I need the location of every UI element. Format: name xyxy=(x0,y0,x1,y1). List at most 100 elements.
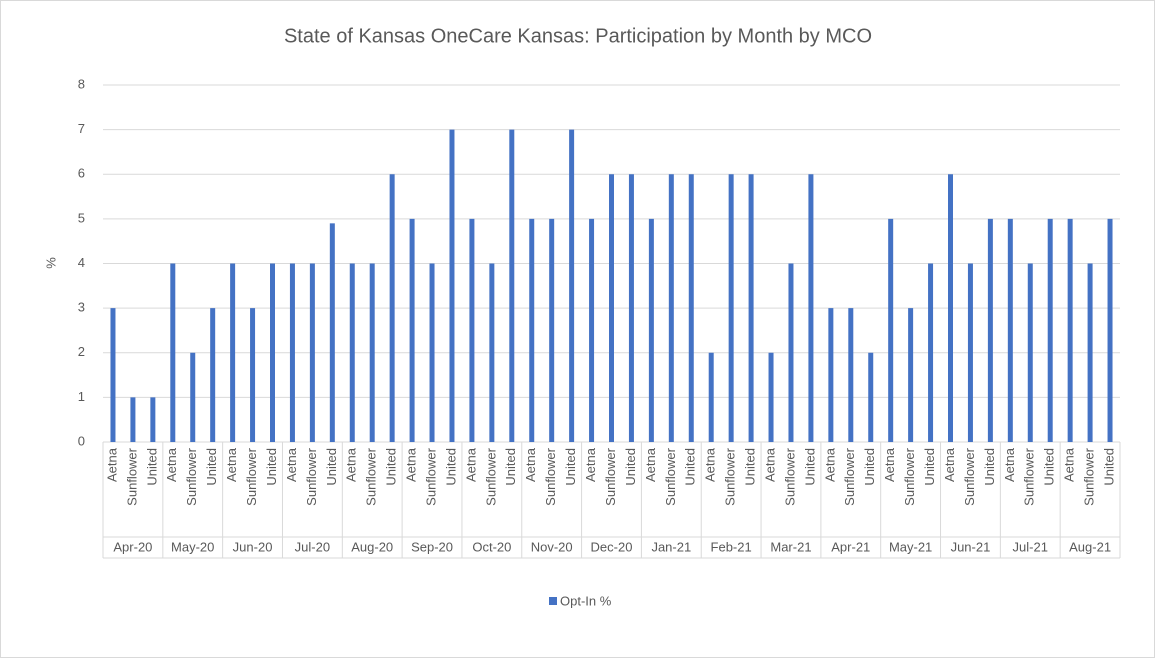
y-tick-label: 2 xyxy=(78,344,85,359)
x-tick-label: United xyxy=(324,448,339,486)
x-tick-label: Aetna xyxy=(703,447,718,482)
bar xyxy=(409,218,415,442)
bar xyxy=(808,174,814,442)
x-tick-label: Sunflower xyxy=(1082,447,1097,505)
bar xyxy=(1107,218,1113,442)
chart-title: State of Kansas OneCare Kansas: Particip… xyxy=(284,25,872,47)
month-label: Nov-20 xyxy=(531,539,573,554)
x-tick-label: United xyxy=(623,448,638,486)
x-tick-label: Sunflower xyxy=(663,447,678,505)
y-tick-label: 0 xyxy=(78,433,85,448)
x-tick-label: Aetna xyxy=(164,447,179,482)
bar xyxy=(110,308,116,442)
bar xyxy=(489,263,495,442)
bar xyxy=(1087,263,1093,442)
x-tick-label: Sunflower xyxy=(782,447,797,505)
month-label: Jun-21 xyxy=(951,539,991,554)
month-label: Jun-20 xyxy=(233,539,273,554)
month-label: Apr-21 xyxy=(831,539,870,554)
legend-label: Opt-In % xyxy=(560,593,612,608)
bar xyxy=(1027,263,1033,442)
bar xyxy=(828,308,834,442)
x-tick-label: Aetna xyxy=(104,447,119,482)
x-tick-label: United xyxy=(264,448,279,486)
x-tick-label: Sunflower xyxy=(124,447,139,505)
y-tick-label: 4 xyxy=(78,255,85,270)
x-tick-label: Aetna xyxy=(822,447,837,482)
bar xyxy=(369,263,375,442)
x-tick-label: Sunflower xyxy=(902,447,917,505)
x-tick-label: Sunflower xyxy=(842,447,857,505)
x-tick-label: United xyxy=(503,448,518,486)
bar xyxy=(688,174,694,442)
x-tick-label: Sunflower xyxy=(1022,447,1037,505)
bar xyxy=(708,352,714,442)
bar xyxy=(1007,218,1013,442)
bar xyxy=(908,308,914,442)
bar xyxy=(389,174,395,442)
bar xyxy=(868,352,874,442)
x-tick-label: Sunflower xyxy=(543,447,558,505)
y-tick-label: 8 xyxy=(78,76,85,91)
bar xyxy=(230,263,236,442)
bar xyxy=(728,174,734,442)
bar xyxy=(648,218,654,442)
x-tick-label: Aetna xyxy=(404,447,419,482)
x-tick-label: Sunflower xyxy=(423,447,438,505)
x-tick-label: Sunflower xyxy=(723,447,738,505)
bar xyxy=(888,218,894,442)
bar xyxy=(309,263,315,442)
bar xyxy=(210,308,216,442)
month-label: Jul-20 xyxy=(295,539,330,554)
bar xyxy=(609,174,614,442)
bar xyxy=(429,263,435,442)
bar xyxy=(948,174,953,442)
x-tick-label: United xyxy=(683,448,698,486)
bar xyxy=(668,174,674,442)
bar xyxy=(270,263,275,442)
month-label: Apr-20 xyxy=(113,539,152,554)
x-tick-label: Aetna xyxy=(643,447,658,482)
month-label: Dec-20 xyxy=(591,539,633,554)
x-tick-label: United xyxy=(443,448,458,486)
month-label: Oct-20 xyxy=(472,539,511,554)
x-tick-label: Sunflower xyxy=(962,447,977,505)
bar xyxy=(349,263,355,442)
bar xyxy=(449,129,455,442)
month-label: Sep-20 xyxy=(411,539,453,554)
x-tick-label: Aetna xyxy=(523,447,538,482)
month-label: Aug-20 xyxy=(351,539,393,554)
bar xyxy=(788,263,794,442)
bar xyxy=(549,218,555,442)
x-tick-label: Aetna xyxy=(762,447,777,482)
x-tick-label: Aetna xyxy=(284,447,299,482)
bar xyxy=(967,263,973,442)
x-tick-label: Aetna xyxy=(882,447,897,482)
bar xyxy=(329,223,335,442)
x-tick-label: Aetna xyxy=(1002,447,1017,482)
x-tick-label: United xyxy=(862,448,877,486)
x-tick-label: United xyxy=(204,448,219,486)
bar xyxy=(1067,218,1073,442)
x-tick-label: United xyxy=(1042,448,1057,486)
x-tick-label: United xyxy=(144,448,159,486)
x-tick-label: Aetna xyxy=(344,447,359,482)
bar xyxy=(529,218,535,442)
bar xyxy=(469,218,475,442)
x-tick-label: Aetna xyxy=(463,447,478,482)
month-label: Mar-21 xyxy=(770,539,811,554)
bar xyxy=(569,129,575,442)
month-label: Aug-21 xyxy=(1069,539,1111,554)
y-tick-label: 3 xyxy=(78,300,85,315)
x-tick-label: Sunflower xyxy=(304,447,319,505)
bar xyxy=(748,174,754,442)
bar xyxy=(1047,218,1053,442)
bar xyxy=(768,352,774,442)
x-tick-label: Sunflower xyxy=(184,447,199,505)
bar xyxy=(987,218,993,442)
month-label: May-21 xyxy=(889,539,932,554)
bar xyxy=(928,263,934,442)
bar xyxy=(589,218,595,442)
